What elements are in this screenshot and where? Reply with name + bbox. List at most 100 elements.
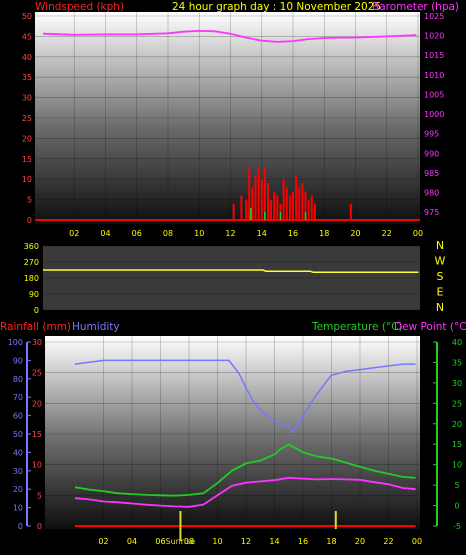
wind-y-tick: 0: [27, 216, 32, 225]
wind-y-tick: 25: [22, 114, 32, 123]
wind-average-bar: [250, 207, 252, 220]
wind-y-tick: 30: [22, 94, 32, 103]
wind-average-bar: [304, 211, 307, 220]
humidity-axis-title: Humidity: [72, 321, 120, 333]
wind-axes: 0510152025303540455097598098599099510001…: [22, 12, 445, 238]
wind-y-tick: 20: [22, 134, 32, 143]
wind-average-bar: [279, 211, 282, 220]
barometer-y-tick: 1015: [424, 51, 444, 60]
rainfall-y-tick: 15: [32, 430, 42, 439]
rainfall-axis-title: Rainfall (mm): [0, 321, 71, 333]
barometer-y-tick: 1025: [424, 12, 444, 21]
wind-x-tick: 14: [257, 229, 267, 238]
temp-x-tick: 06: [155, 537, 165, 546]
wind-x-tick: 20: [350, 229, 360, 238]
wind-bar: [304, 191, 307, 220]
wind-bar: [310, 195, 313, 220]
temperature-y-tick: 30: [452, 379, 462, 388]
rainfall-y-tick: 25: [32, 369, 42, 378]
rainfall-y-tick: 30: [32, 338, 42, 347]
compass-label: N: [436, 301, 444, 314]
temp-x-tick: 04: [127, 537, 137, 546]
wind-bar: [270, 199, 273, 220]
rainfall-y-tick: 5: [37, 491, 42, 500]
wind-bar: [251, 187, 254, 220]
wind-bar: [245, 199, 248, 220]
wind-bar: [260, 179, 263, 220]
temperature-y-tick: 35: [452, 358, 462, 367]
temperature-line: [74, 443, 416, 497]
sunrise-label: Sunrise: [166, 537, 196, 546]
dewpoint-line: [74, 476, 416, 508]
temp-x-tick: 14: [269, 537, 279, 546]
direction-marks: [43, 269, 419, 274]
temperature-axis-title: Temperature (°C): [311, 321, 403, 333]
barometer-y-tick: 980: [424, 189, 439, 198]
temp-x-tick: 02: [98, 537, 108, 546]
barometer-y-tick: 975: [424, 208, 439, 217]
wind-average-bar: [264, 211, 266, 220]
wind-bar: [273, 191, 276, 220]
temp-x-tick: 18: [326, 537, 336, 546]
compass-label: N: [436, 239, 444, 252]
wind-marks: [35, 29, 420, 221]
temp-x-tick: 10: [212, 537, 222, 546]
wind-x-tick: 06: [132, 229, 142, 238]
barometer-line: [42, 29, 417, 43]
temp-marks: [74, 359, 416, 541]
wind-bar: [254, 175, 257, 220]
temp-humidity-panel: 0 5 10 15 20 25 30 0 10 20 30 40 50 60 70 80 90 100 -5 0 5 10…: [8, 336, 462, 546]
compass-label: E: [437, 286, 444, 299]
wind-bar: [288, 195, 291, 220]
wind-barometer-panel: 0510152025303540455097598098599099510001…: [22, 12, 445, 238]
humidity-y-tick: 70: [13, 393, 23, 402]
wind-x-tick: 10: [194, 229, 204, 238]
temperature-y-tick: 25: [452, 399, 462, 408]
barometer-y-tick: 1005: [424, 90, 444, 99]
humidity-y-tick: 30: [13, 467, 23, 476]
wind-y-tick: 45: [22, 32, 32, 41]
wind-bar: [267, 183, 269, 220]
direction-y-tick: 360: [24, 242, 39, 251]
wind-bar: [276, 195, 279, 220]
wind-y-tick: 50: [22, 12, 32, 21]
temperature-y-tick: 20: [452, 420, 462, 429]
wind-gridlines: [35, 12, 420, 224]
temperature-y-tick: 5: [454, 481, 459, 490]
humidity-y-tick: 0: [18, 522, 23, 531]
wind-bar: [240, 195, 243, 220]
wind-plot-area: [35, 12, 420, 224]
wind-bar: [295, 175, 298, 220]
humidity-line: [74, 359, 416, 434]
temp-x-tick: 08: [184, 537, 194, 546]
barometer-y-tick: 985: [424, 169, 439, 178]
temp-axes: 0 5 10 15 20 25 30 0 10 20 30 40 50 60 70 80 90 100 -5 0 5 10…: [8, 338, 462, 546]
temp-x-tick: 00: [412, 537, 422, 546]
wind-bar: [257, 166, 260, 220]
humidity-y-tick: 40: [13, 448, 23, 457]
wind-bar: [263, 166, 266, 220]
barometer-y-tick: 1000: [424, 110, 444, 119]
wind-y-tick: 5: [27, 196, 32, 205]
wind-direction-line: [43, 269, 419, 274]
humidity-y-tick: 60: [13, 412, 23, 421]
humidity-y-tick: 100: [8, 338, 23, 347]
temperature-y-tick: 0: [454, 502, 459, 511]
wind-y-tick: 15: [22, 155, 32, 164]
wind-x-tick: 16: [288, 229, 298, 238]
compass-label: S: [437, 270, 444, 283]
humidity-y-tick: 10: [13, 504, 23, 513]
direction-y-tick: 90: [29, 290, 39, 299]
wind-x-tick: 00: [413, 229, 423, 238]
temperature-y-tick: 15: [452, 440, 462, 449]
wind-bar: [248, 166, 251, 220]
temperature-y-tick: -5: [453, 522, 461, 531]
temperature-y-tick: 10: [452, 461, 462, 470]
wind-bar: [307, 199, 310, 220]
wind-bar: [282, 179, 285, 220]
temp-x-tick: 22: [383, 537, 393, 546]
temp-x-tick: 12: [241, 537, 251, 546]
wind-bar: [298, 187, 301, 220]
